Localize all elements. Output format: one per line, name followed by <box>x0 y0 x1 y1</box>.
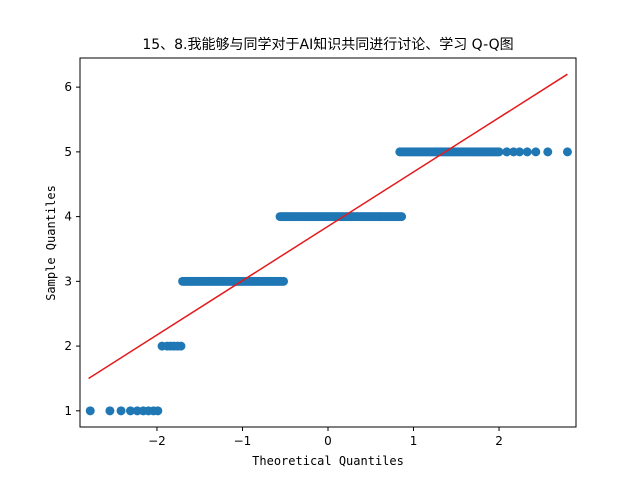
data-point <box>279 276 289 286</box>
data-point <box>522 147 532 157</box>
data-point <box>116 406 126 416</box>
x-axis: −2 −1 0 1 2 <box>148 427 503 448</box>
y-tick-label: 5 <box>64 145 72 159</box>
data-point <box>105 406 115 416</box>
data-point <box>153 406 163 416</box>
x-tick-label: −1 <box>234 434 252 448</box>
chart-title: 15、8.我能够与同学对于AI知识共同进行讨论、学习 Q-Q图 <box>142 36 513 53</box>
y-tick-label: 3 <box>64 274 72 288</box>
data-point <box>125 406 135 416</box>
y-axis: 1 2 3 4 5 6 <box>64 80 80 418</box>
data-point <box>85 406 95 416</box>
data-point <box>515 147 525 157</box>
y-axis-label: Sample Quantiles <box>44 185 58 301</box>
data-point <box>543 147 553 157</box>
y-tick-label: 6 <box>64 80 72 94</box>
x-tick-label: −2 <box>148 434 166 448</box>
axes-frame <box>79 57 577 428</box>
data-point <box>562 147 572 157</box>
x-tick-label: 2 <box>495 434 503 448</box>
plot-area <box>85 73 572 416</box>
y-tick-label: 2 <box>64 339 72 353</box>
x-tick-label: 1 <box>410 434 418 448</box>
data-point <box>494 147 504 157</box>
data-point <box>176 341 186 351</box>
y-tick-label: 4 <box>64 210 72 224</box>
data-point <box>397 212 407 222</box>
data-point <box>531 147 541 157</box>
y-tick-label: 1 <box>64 404 72 418</box>
data-point <box>502 147 512 157</box>
reference-line <box>88 73 568 380</box>
x-axis-label: Theoretical Quantiles <box>252 454 404 468</box>
x-tick-label: 0 <box>324 434 332 448</box>
